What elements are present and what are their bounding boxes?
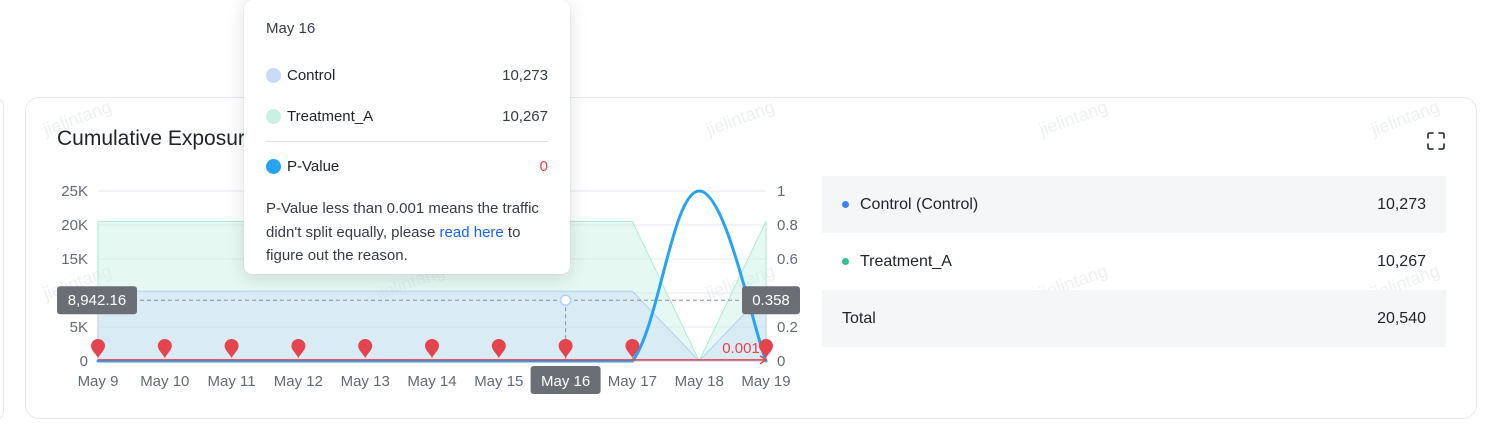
x-tick-label: May 9 (78, 373, 119, 390)
tooltip-divider (266, 141, 548, 142)
y-right-tick-label: 0.8 (777, 217, 798, 234)
map-pin-icon (558, 339, 573, 358)
map-pin-icon (625, 339, 640, 358)
tooltip-note: P-Value less than 0.001 means the traffi… (266, 197, 548, 268)
tooltip-value-control: 10,273 (502, 67, 548, 84)
y-left-tick-label: 5K (70, 319, 88, 336)
y-right-tick-label: 0.2 (777, 319, 798, 336)
x-tick-label: May 18 (675, 373, 724, 390)
threshold-arrow (759, 355, 768, 365)
crosshair-right-label: 0.358 (752, 292, 790, 309)
y-left-tick-label: 15K (61, 251, 88, 268)
x-tick-label: May 12 (274, 373, 323, 390)
map-pin-icon (358, 339, 373, 358)
pvalue-line (96, 189, 768, 363)
crosshair-x-label: May 16 (541, 373, 590, 390)
crosshair-left-label: 8,942.16 (68, 292, 126, 309)
tooltip-row-pvalue: P-Value 0 (266, 146, 548, 187)
y-right-tick-label: 1 (777, 183, 785, 200)
legend-label-control: Control (Control) (860, 195, 979, 213)
tooltip-note-text: P-Value less than 0.001 means the traffi… (266, 200, 539, 241)
legend-value-control: 10,273 (1377, 195, 1426, 213)
fullscreen-icon[interactable] (1427, 132, 1445, 150)
legend-dot-treatment (842, 258, 849, 265)
x-tick-label: May 15 (474, 373, 523, 390)
legend-row-total: Total 20,540 (822, 290, 1446, 347)
tooltip-label-treatment: Treatment_A (287, 108, 374, 125)
tooltip-value-treatment: 10,267 (502, 108, 548, 125)
legend-table: Control (Control) 10,273 Treatment_A 10,… (822, 176, 1446, 347)
tooltip-dot-treatment (266, 109, 281, 124)
x-tick-label: May 11 (208, 373, 256, 390)
map-pin-icon (91, 339, 105, 358)
legend-row-treatment: Treatment_A 10,267 (822, 233, 1446, 290)
read-here-link[interactable]: read here (439, 223, 504, 241)
y-left-tick-label: 20K (61, 217, 88, 234)
map-pin-icon (491, 339, 506, 358)
threshold-label: 0.001 (722, 340, 760, 357)
crosshair-x-badge (530, 366, 601, 394)
y-right-tick-label: 0.6 (777, 251, 798, 268)
map-pin-icon (759, 339, 773, 358)
x-tick-label: May 10 (140, 373, 189, 390)
map-pin-icon (425, 339, 439, 358)
tooltip-date: May 16 (266, 20, 316, 37)
crosshair-left-badge (57, 286, 137, 315)
tooltip-label-control: Control (287, 67, 336, 84)
x-tick-label: May 19 (741, 373, 790, 390)
legend-row-control: Control (Control) 10,273 (822, 176, 1446, 233)
legend-label-total: Total (842, 309, 876, 327)
tooltip-row-treatment: Treatment_A 10,267 (266, 96, 548, 137)
chart-tooltip: May 16 Control 10,273 Treatment_A 10,267… (244, 0, 570, 274)
map-pin-icon (291, 339, 306, 358)
map-pin-icon (224, 339, 239, 358)
legend-value-total: 20,540 (1377, 309, 1426, 327)
crosshair-right-badge (742, 286, 800, 315)
y-left-tick-label: 25K (61, 183, 88, 200)
y-left-tick-label: 0 (80, 353, 88, 370)
tooltip-label-pvalue: P-Value (287, 158, 340, 175)
legend-dot-control (842, 201, 849, 208)
x-tick-label: May 14 (407, 373, 456, 390)
tooltip-row-control: Control 10,273 (266, 55, 548, 96)
tooltip-dot-pvalue (266, 159, 281, 174)
x-tick-label: May 17 (608, 373, 657, 390)
map-pin-icon (157, 339, 172, 358)
tooltip-dot-control (266, 68, 281, 83)
crosshair-point (559, 294, 572, 306)
legend-label-treatment: Treatment_A (860, 252, 952, 270)
tooltip-value-pvalue: 0 (539, 158, 548, 175)
legend-value-treatment: 10,267 (1377, 252, 1426, 270)
tooltip-note-text-end: to figure out the reason. (266, 223, 521, 265)
y-right-tick-label: 0 (777, 353, 785, 370)
chart-title: Cumulative Exposure (57, 127, 257, 150)
x-tick-label: May 13 (341, 373, 390, 390)
